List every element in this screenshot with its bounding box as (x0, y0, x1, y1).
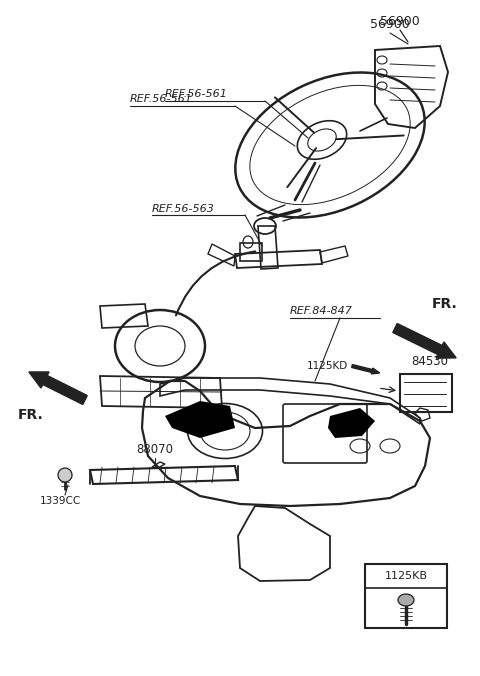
Text: 56900: 56900 (380, 15, 420, 28)
Text: 88070: 88070 (136, 443, 173, 456)
Text: 1125KD: 1125KD (307, 361, 348, 371)
Text: FR.: FR. (18, 408, 44, 422)
Polygon shape (328, 408, 375, 438)
FancyArrow shape (29, 372, 87, 404)
Text: 1125KB: 1125KB (384, 571, 428, 581)
Text: REF.56-561: REF.56-561 (130, 94, 193, 104)
Text: 84530: 84530 (411, 355, 448, 368)
Text: REF.56-563: REF.56-563 (152, 204, 215, 214)
Text: REF.56-561: REF.56-561 (165, 89, 228, 99)
Text: 56900: 56900 (370, 18, 410, 31)
Text: 1339CC: 1339CC (39, 496, 81, 506)
FancyArrow shape (352, 364, 380, 374)
Polygon shape (165, 401, 235, 438)
Text: FR.: FR. (432, 297, 458, 311)
Ellipse shape (58, 468, 72, 482)
Ellipse shape (398, 594, 414, 606)
Text: REF.84-847: REF.84-847 (290, 306, 353, 316)
FancyArrow shape (393, 324, 456, 358)
